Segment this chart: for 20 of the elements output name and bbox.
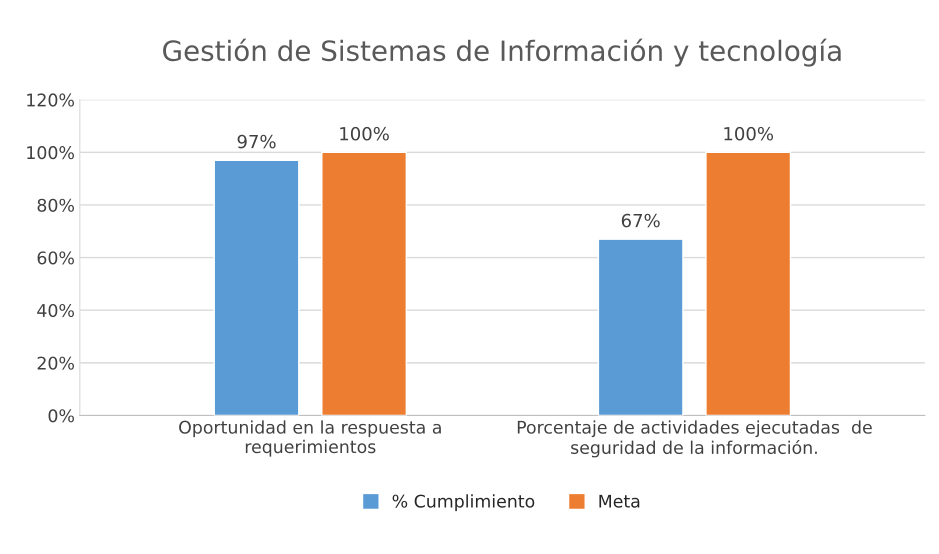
- y-tick-label: 60%: [38, 251, 74, 264]
- y-tick-label: 0%: [48, 409, 74, 422]
- data-label: 100%: [724, 126, 774, 141]
- y-tick-label: 40%: [37, 304, 74, 318]
- bar: [214, 160, 300, 416]
- y-tick-label: 80%: [38, 198, 74, 212]
- bar: [598, 238, 684, 416]
- data-label: 67%: [622, 214, 660, 228]
- y-tick-label: 120%: [27, 93, 74, 107]
- data-label: 97%: [238, 134, 276, 148]
- x-tick-label: Porcentaje de actividades ejecutadas de seguridad de la información.: [518, 420, 872, 458]
- legend-label: Meta: [599, 494, 640, 508]
- y-tick-label: 20%: [38, 356, 74, 370]
- legend-label: % Cumplimiento: [392, 494, 534, 512]
- y-tick-label: 100%: [27, 146, 74, 160]
- chart-title: Gestión de Sistemas de Información y tecnología: [163, 38, 841, 67]
- x-tick-label: Oportunidad en la respuesta a requerimientos: [179, 420, 441, 457]
- data-label: 100%: [340, 126, 389, 141]
- bar: [705, 152, 792, 416]
- bar: [321, 152, 408, 416]
